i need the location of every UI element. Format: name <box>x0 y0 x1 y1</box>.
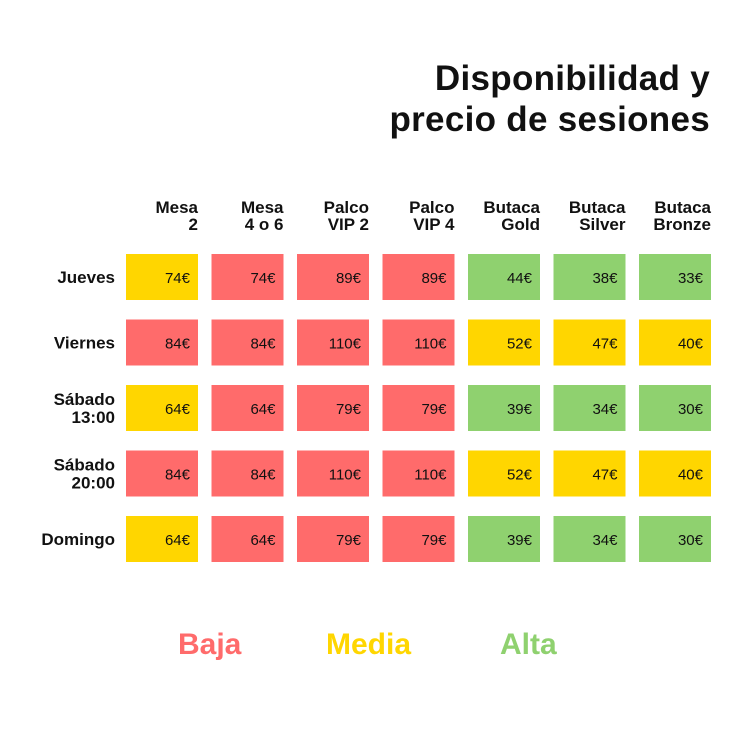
cell-price-label: 84€ <box>250 467 276 484</box>
row-header-4-line-0: Domingo <box>41 530 115 549</box>
cell-price-label: 33€ <box>678 270 704 287</box>
chart-title-line-2: precio de sesiones <box>389 100 710 139</box>
cell-price-label: 52€ <box>507 336 533 353</box>
cell-price-label: 74€ <box>250 270 276 287</box>
cell-price-label: 40€ <box>678 336 704 353</box>
column-header-5-line-0: Butaca <box>569 198 626 217</box>
cell-price-label: 52€ <box>507 467 533 484</box>
heatmap-cell <box>639 450 711 497</box>
cell-price-label: 39€ <box>507 532 533 549</box>
heatmap-cell <box>297 385 369 431</box>
heatmap-cell <box>553 385 626 431</box>
cell-price-label: 30€ <box>678 532 704 549</box>
heatmap-cell <box>382 254 455 300</box>
heatmap-cell <box>468 254 540 300</box>
cell-price-label: 39€ <box>507 401 533 418</box>
column-header-4-line-0: Butaca <box>483 198 540 217</box>
heatmap-cell <box>639 516 711 562</box>
legend-item-media: Media <box>326 628 412 661</box>
cell-price-label: 84€ <box>250 336 276 353</box>
heatmap-cell <box>126 385 198 431</box>
heatmap-cell <box>211 516 284 562</box>
heatmap-cell <box>639 254 711 300</box>
heatmap-cell <box>297 254 369 300</box>
heatmap-cell <box>126 319 198 366</box>
heatmap-cell <box>297 319 369 366</box>
column-header-2-line-1: VIP 2 <box>328 215 369 234</box>
column-header-3-line-1: VIP 4 <box>413 215 455 234</box>
cell-price-label: 110€ <box>329 336 362 353</box>
column-header-0-line-1: 2 <box>189 215 198 234</box>
cell-price-label: 64€ <box>250 532 276 549</box>
heatmap-cell <box>211 254 284 300</box>
heatmap-cell <box>553 319 626 366</box>
chart-title: Disponibilidad y precio de sesiones <box>210 58 710 140</box>
cell-price-label: 84€ <box>165 336 191 353</box>
column-header-6-line-1: Bronze <box>653 215 711 234</box>
heatmap-cell <box>211 450 284 497</box>
heatmap-cell <box>639 385 711 431</box>
column-header-6-line-0: Butaca <box>654 198 711 217</box>
heatmap-cell <box>211 319 284 366</box>
row-header-1-line-0: Viernes <box>54 334 115 353</box>
cell-price-label: 79€ <box>421 401 447 418</box>
cell-price-label: 44€ <box>507 270 533 287</box>
cell-price-label: 30€ <box>678 401 704 418</box>
heatmap-cell <box>382 319 455 366</box>
cell-price-label: 79€ <box>336 532 362 549</box>
column-header-1-line-0: Mesa <box>241 198 284 217</box>
heatmap-cell <box>126 254 198 300</box>
heatmap-cell <box>468 319 540 366</box>
legend-item-baja: Baja <box>178 628 242 661</box>
heatmap-cell <box>468 450 540 497</box>
cell-price-label: 47€ <box>592 336 618 353</box>
cell-price-label: 79€ <box>421 532 447 549</box>
heatmap-cell <box>553 516 626 562</box>
column-header-2-line-0: Palco <box>324 198 369 217</box>
heatmap-cell <box>553 254 626 300</box>
cell-price-label: 79€ <box>336 401 362 418</box>
legend: Baja Media Alta <box>0 622 742 670</box>
cell-price-label: 74€ <box>165 270 191 287</box>
cell-price-label: 64€ <box>250 401 276 418</box>
heatmap-cell <box>211 385 284 431</box>
heatmap-cell <box>126 450 198 497</box>
row-header-0-line-0: Jueves <box>57 268 115 287</box>
column-header-3-line-0: Palco <box>409 198 454 217</box>
heatmap-cell <box>382 450 455 497</box>
row-header-2-line-1: 13:00 <box>72 408 115 427</box>
cell-price-label: 34€ <box>592 532 618 549</box>
cell-price-label: 47€ <box>592 467 618 484</box>
cell-price-label: 84€ <box>165 467 191 484</box>
cell-price-label: 64€ <box>165 532 191 549</box>
column-header-4-line-1: Gold <box>501 215 540 234</box>
cell-price-label: 40€ <box>678 467 704 484</box>
column-header-0-line-0: Mesa <box>155 198 198 217</box>
cell-price-label: 38€ <box>592 270 618 287</box>
column-header-5-line-1: Silver <box>579 215 626 234</box>
heatmap-cell <box>639 319 711 366</box>
chart-title-line-1: Disponibilidad y <box>434 59 710 98</box>
cell-price-label: 89€ <box>336 270 362 287</box>
row-header-2-line-0: Sábado <box>54 390 115 409</box>
cell-price-label: 64€ <box>165 401 191 418</box>
heatmap-cell <box>468 385 540 431</box>
row-header-3-line-0: Sábado <box>54 456 115 475</box>
heatmap-cell <box>553 450 626 497</box>
heatmap-cell <box>297 516 369 562</box>
heatmap-cell <box>468 516 540 562</box>
cell-price-label: 110€ <box>414 467 447 484</box>
cell-price-label: 34€ <box>592 401 618 418</box>
heatmap-cell <box>382 516 455 562</box>
heatmap-cell <box>126 516 198 562</box>
heatmap-cell <box>297 450 369 497</box>
column-header-1-line-1: 4 o 6 <box>245 215 284 234</box>
cell-price-label: 110€ <box>329 467 362 484</box>
legend-item-alta: Alta <box>500 628 557 661</box>
heatmap-cell <box>382 385 455 431</box>
cell-price-label: 110€ <box>414 336 447 353</box>
row-header-3-line-1: 20:00 <box>72 474 115 493</box>
cell-price-label: 89€ <box>421 270 447 287</box>
